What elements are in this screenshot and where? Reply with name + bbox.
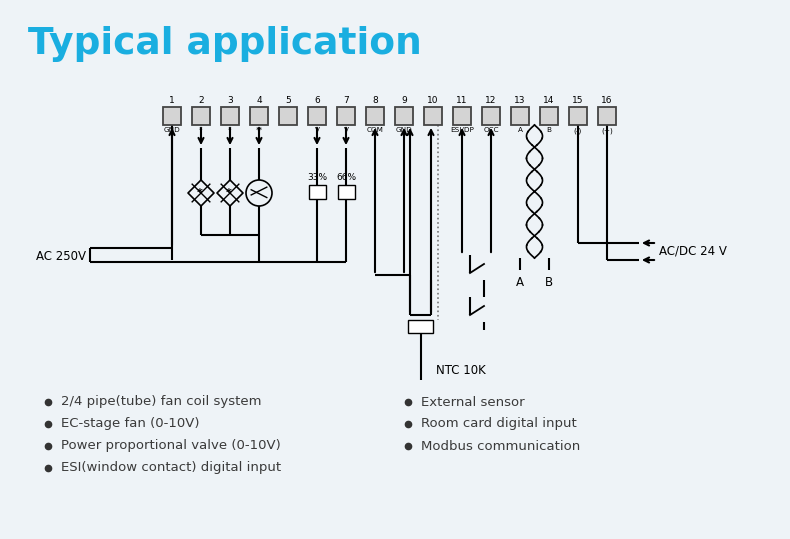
Text: (-): (-) bbox=[574, 127, 582, 134]
Text: 8: 8 bbox=[372, 96, 378, 105]
Bar bbox=[366, 107, 384, 125]
Text: 2: 2 bbox=[198, 96, 204, 105]
Text: Typical application: Typical application bbox=[28, 26, 422, 62]
Text: 2/4 pipe(tube) fan coil system: 2/4 pipe(tube) fan coil system bbox=[61, 396, 261, 409]
Text: 5: 5 bbox=[285, 96, 291, 105]
Text: B: B bbox=[547, 127, 551, 133]
Text: 3: 3 bbox=[228, 96, 233, 105]
Text: 66%: 66% bbox=[336, 173, 356, 182]
Text: B: B bbox=[545, 276, 553, 289]
Text: *: * bbox=[228, 127, 231, 133]
Text: 11: 11 bbox=[457, 96, 468, 105]
Bar bbox=[308, 107, 326, 125]
Text: ESI(window contact) digital input: ESI(window contact) digital input bbox=[61, 461, 281, 474]
Bar bbox=[453, 107, 471, 125]
Bar bbox=[337, 107, 355, 125]
Bar bbox=[569, 107, 587, 125]
Text: OCC: OCC bbox=[483, 127, 498, 133]
Text: *: * bbox=[226, 188, 232, 198]
Text: 1: 1 bbox=[169, 96, 175, 105]
Text: External sensor: External sensor bbox=[421, 396, 525, 409]
Bar bbox=[540, 107, 558, 125]
Text: Power proportional valve (0-10V): Power proportional valve (0-10V) bbox=[61, 439, 280, 453]
Text: Room card digital input: Room card digital input bbox=[421, 418, 577, 431]
Text: 13: 13 bbox=[514, 96, 526, 105]
Text: GND: GND bbox=[164, 127, 180, 133]
Bar bbox=[279, 107, 297, 125]
Text: **: ** bbox=[255, 127, 262, 133]
Bar bbox=[424, 107, 442, 125]
Text: 7: 7 bbox=[343, 96, 349, 105]
Text: 14: 14 bbox=[544, 96, 555, 105]
Text: NTC 10K: NTC 10K bbox=[436, 363, 486, 377]
Text: ESI/DP: ESI/DP bbox=[450, 127, 474, 133]
Bar bbox=[598, 107, 616, 125]
Text: AC 250V: AC 250V bbox=[36, 251, 86, 264]
Bar bbox=[395, 107, 413, 125]
Text: *: * bbox=[199, 127, 203, 133]
Text: 9: 9 bbox=[401, 96, 407, 105]
Text: A: A bbox=[517, 127, 522, 133]
Text: V: V bbox=[344, 127, 348, 133]
Bar bbox=[482, 107, 500, 125]
Bar bbox=[511, 107, 529, 125]
Bar bbox=[337, 185, 355, 199]
Text: COM: COM bbox=[367, 127, 383, 133]
Text: EC-stage fan (0-10V): EC-stage fan (0-10V) bbox=[61, 418, 200, 431]
Text: 10: 10 bbox=[427, 96, 438, 105]
Text: (+): (+) bbox=[601, 127, 613, 134]
Text: 33%: 33% bbox=[307, 173, 327, 182]
Text: Modbus communication: Modbus communication bbox=[421, 439, 580, 453]
Text: 12: 12 bbox=[485, 96, 497, 105]
Bar bbox=[408, 320, 433, 333]
Text: GND: GND bbox=[396, 127, 412, 133]
Bar bbox=[163, 107, 181, 125]
Text: A: A bbox=[516, 276, 524, 289]
Text: *: * bbox=[197, 188, 203, 198]
Bar bbox=[221, 107, 239, 125]
Text: 16: 16 bbox=[601, 96, 613, 105]
Text: AC/DC 24 V: AC/DC 24 V bbox=[659, 245, 727, 258]
Bar bbox=[309, 185, 325, 199]
Text: 15: 15 bbox=[572, 96, 584, 105]
Bar bbox=[192, 107, 210, 125]
Bar bbox=[250, 107, 268, 125]
Text: 6: 6 bbox=[314, 96, 320, 105]
Text: 4: 4 bbox=[256, 96, 261, 105]
Text: V: V bbox=[314, 127, 319, 133]
